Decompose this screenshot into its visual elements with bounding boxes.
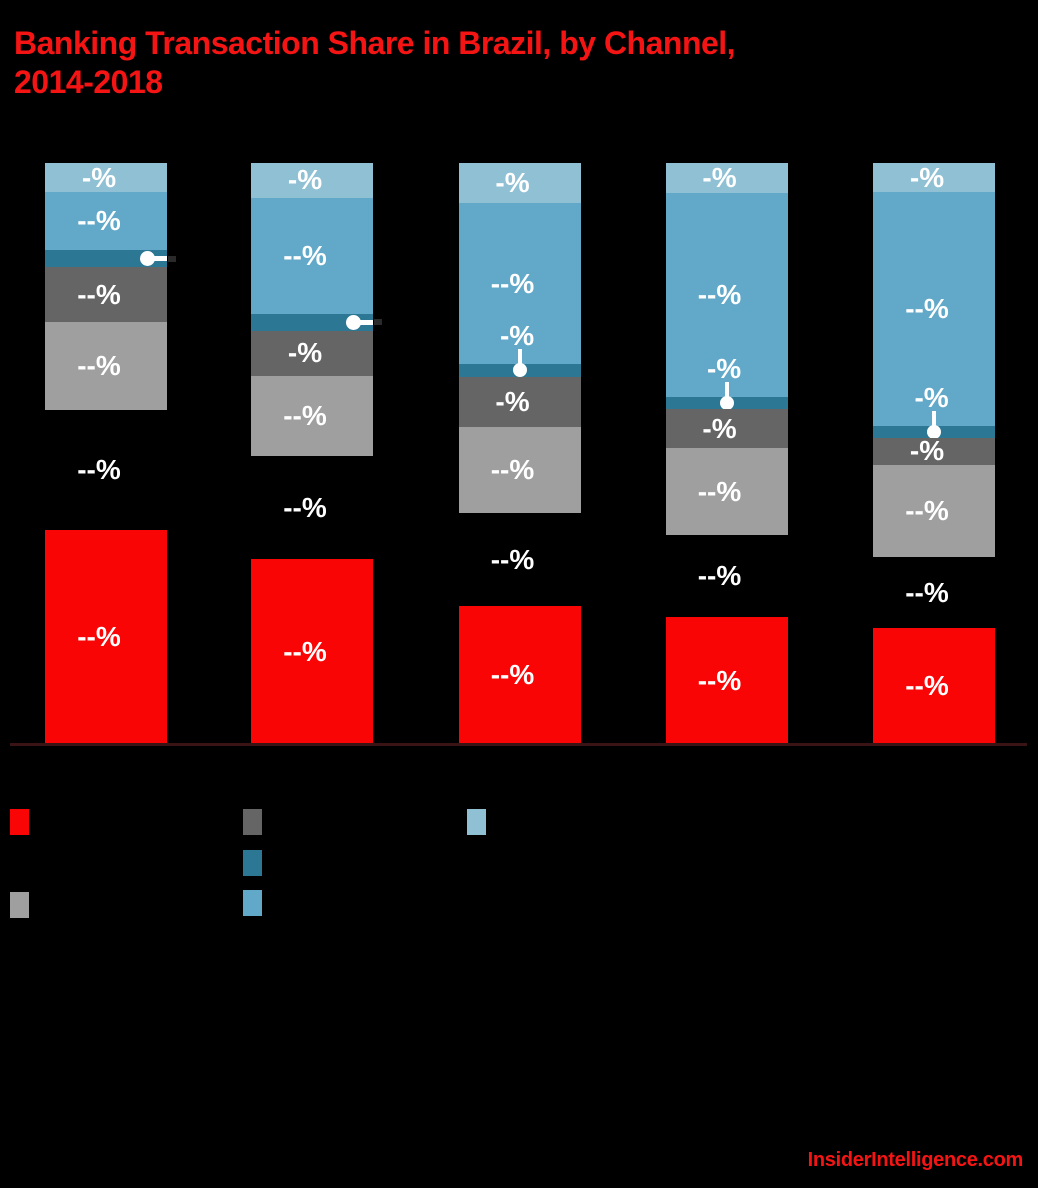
segment-label: --% (490, 543, 535, 575)
bar-2015-segment-blue: --% (251, 197, 373, 315)
bar-2014-segment-teal (45, 250, 167, 267)
segment-label: --% (77, 278, 121, 310)
segment-label: --% (905, 495, 949, 526)
bar-2017-segment-red: --% (665, 617, 788, 744)
callout-label: -% (499, 320, 535, 352)
bar-2015-segment-gray: --% (251, 375, 373, 456)
bar-2015-segment-red: --% (251, 559, 373, 744)
bar-2018-segment-light_blue: -% (873, 161, 995, 193)
segment-label: --% (697, 664, 742, 696)
bar-2018-segment-dark_gray: -% (873, 435, 995, 467)
bar-2014-segment-blue: --% (45, 192, 167, 251)
bar-2016-segment-blue: --% (458, 203, 581, 364)
bar-2014-segment-red: --% (45, 530, 167, 744)
segment-label: --% (490, 659, 535, 691)
segment-label: -% (287, 164, 323, 196)
callout-line (932, 411, 936, 433)
bar-2015-segment-black_hidden: --% (251, 456, 373, 559)
segment-label: -% (909, 161, 945, 193)
segment-label: -% (81, 161, 117, 193)
segment-label: -% (495, 385, 530, 417)
bar-2015-segment-dark_gray: -% (251, 330, 373, 376)
chart-title-line2: 2014-2018 (14, 64, 163, 100)
segment-label: --% (697, 475, 742, 507)
bar-2018-segment-gray: --% (873, 464, 995, 558)
legend-swatch-dark_gray (243, 809, 262, 835)
callout-line (147, 256, 167, 262)
bar-2018-segment-black_hidden: --% (873, 557, 995, 627)
callout-dot (927, 425, 941, 440)
legend-swatch-blue (243, 890, 262, 916)
callout-dot (719, 396, 734, 411)
callout-line (353, 319, 373, 325)
segment-label: -% (702, 162, 737, 194)
segment-label: --% (490, 454, 535, 486)
segment-label: -% (495, 167, 530, 199)
segment-label: --% (905, 669, 949, 701)
x-axis-line (10, 743, 1027, 746)
bar-2014-segment-gray: --% (45, 322, 167, 410)
bar-2016-segment-red: --% (458, 606, 581, 744)
legend-swatch-teal (243, 850, 262, 876)
callout-dot (345, 314, 361, 330)
segment-label: --% (283, 635, 327, 667)
segment-label: --% (77, 454, 121, 486)
segment-label: --% (905, 293, 949, 325)
segment-label: --% (77, 350, 121, 382)
segment-label: --% (283, 491, 327, 523)
bar-2016-segment-gray: --% (458, 426, 581, 514)
bar-2017-segment-gray: --% (665, 448, 788, 536)
bar-2015-segment-light_blue: -% (251, 163, 373, 198)
bar-2017-segment-dark_gray: -% (665, 409, 788, 449)
callout-dot (512, 363, 527, 378)
segment-label: --% (490, 267, 535, 299)
bar-2014-segment-dark_gray: --% (45, 266, 167, 323)
segment-label: --% (77, 621, 121, 653)
callout-hidden-label-mark (374, 319, 382, 326)
segment-label: --% (283, 239, 327, 271)
callout-line (724, 382, 729, 404)
callout-label: -% (706, 353, 742, 385)
legend-swatch-gray (10, 892, 29, 918)
bar-2016-segment-black_hidden: --% (459, 513, 581, 606)
bar-2016-segment-light_blue: -% (458, 163, 581, 204)
segment-label: --% (283, 399, 327, 431)
chart-title-line1: Banking Transaction Share in Brazil, by … (14, 25, 736, 61)
bar-2017-segment-blue: --% (665, 193, 788, 398)
callout-dot (139, 251, 155, 267)
bar-2016-segment-dark_gray: -% (458, 376, 581, 427)
segment-label: -% (702, 412, 737, 444)
bar-2017-segment-black_hidden: --% (666, 535, 788, 617)
bar-2018-segment-red: --% (873, 627, 995, 744)
callout-label: -% (914, 382, 949, 414)
legend-swatch-red (10, 809, 29, 835)
segment-label: -% (909, 435, 945, 467)
callout-line (517, 349, 522, 371)
bar-2014-segment-black_hidden: --% (45, 410, 167, 530)
bar-2017-segment-light_blue: -% (665, 162, 788, 194)
bar-2018-segment-blue: --% (873, 192, 995, 427)
legend-swatch-light_blue (467, 809, 486, 835)
callout-hidden-label-mark (168, 255, 176, 262)
bar-2014-segment-light_blue: -% (45, 161, 167, 193)
chart-title: Banking Transaction Share in Brazil, by … (14, 24, 736, 102)
segment-label: --% (77, 205, 121, 237)
segment-label: --% (697, 560, 742, 592)
bar-2015-segment-teal (251, 314, 373, 331)
segment-label: --% (905, 576, 949, 608)
segment-label: -% (287, 337, 323, 369)
source-link[interactable]: InsiderIntelligence.com (807, 1149, 1024, 1171)
segment-label: --% (697, 279, 742, 311)
